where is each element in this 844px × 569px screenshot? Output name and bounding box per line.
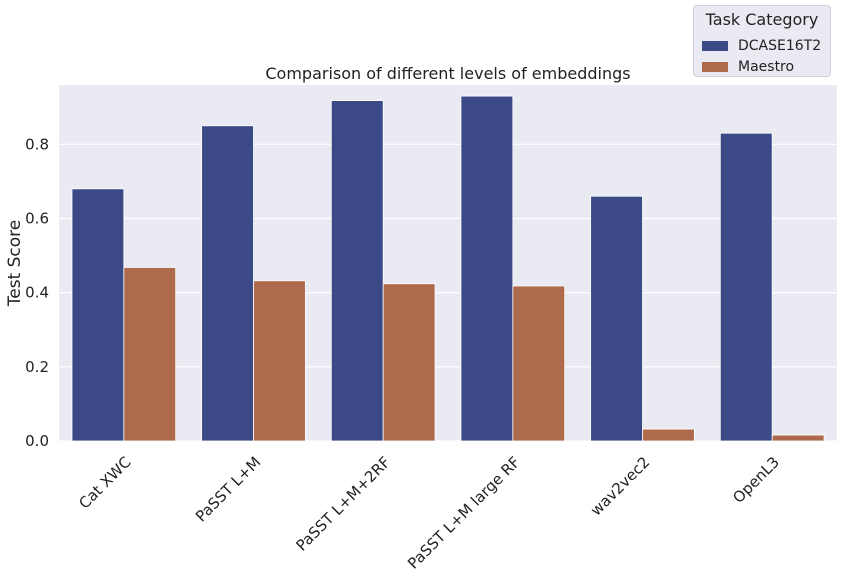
bar-dcase16t2-3 <box>460 95 514 442</box>
bar-dcase16t2-1 <box>201 125 254 442</box>
bar-dcase16t2-2 <box>330 100 384 442</box>
y-axis-ticks: 0.0 0.2 0.4 0.6 0.8 <box>25 135 49 450</box>
legend-entry-dcase: DCASE16T2 <box>702 36 821 56</box>
y-tick-label: 0.8 <box>25 135 49 153</box>
legend-entry-maestro: Maestro <box>702 57 794 77</box>
bar-dcase16t2-5 <box>719 132 773 442</box>
x-axis-ticks: Cat XWC PaSST L+M PaSST L+M+2RF PaSST L+M l… <box>75 453 783 569</box>
bar-maestro-0 <box>123 267 177 442</box>
y-tick-label: 0.6 <box>25 210 49 228</box>
bars <box>71 95 825 442</box>
bar-maestro-1 <box>253 280 306 442</box>
bar-maestro-4 <box>642 428 695 442</box>
x-tick-label: Cat XWC <box>75 453 134 512</box>
x-tick-label: wav2vec2 <box>587 453 653 519</box>
bar-maestro-2 <box>382 283 436 442</box>
legend: Task Category DCASE16T2 Maestro <box>693 5 831 77</box>
legend-label-maestro: Maestro <box>738 59 795 75</box>
y-tick-label: 0.4 <box>25 284 49 302</box>
y-axis-title: Test Score <box>5 220 25 308</box>
x-tick-label: PaSST L+M+2RF <box>292 453 394 555</box>
chart-title: Comparison of different levels of embedd… <box>265 64 630 83</box>
bar-maestro-3 <box>512 285 566 442</box>
legend-swatch-maestro <box>702 62 728 72</box>
bar-dcase16t2-0 <box>71 188 125 442</box>
legend-swatch-dcase <box>702 41 728 51</box>
x-tick-label: PaSST L+M large RF <box>404 453 524 569</box>
y-tick-label: 0.0 <box>25 432 49 450</box>
bar-dcase16t2-4 <box>590 195 643 442</box>
bar-maestro-5 <box>771 434 825 442</box>
grid <box>59 143 837 442</box>
x-tick-label: OpenL3 <box>729 453 783 507</box>
legend-title: Task Category <box>705 10 819 29</box>
y-tick-label: 0.2 <box>25 358 49 376</box>
legend-label-dcase: DCASE16T2 <box>738 38 822 54</box>
x-tick-label: PaSST L+M <box>192 453 264 525</box>
